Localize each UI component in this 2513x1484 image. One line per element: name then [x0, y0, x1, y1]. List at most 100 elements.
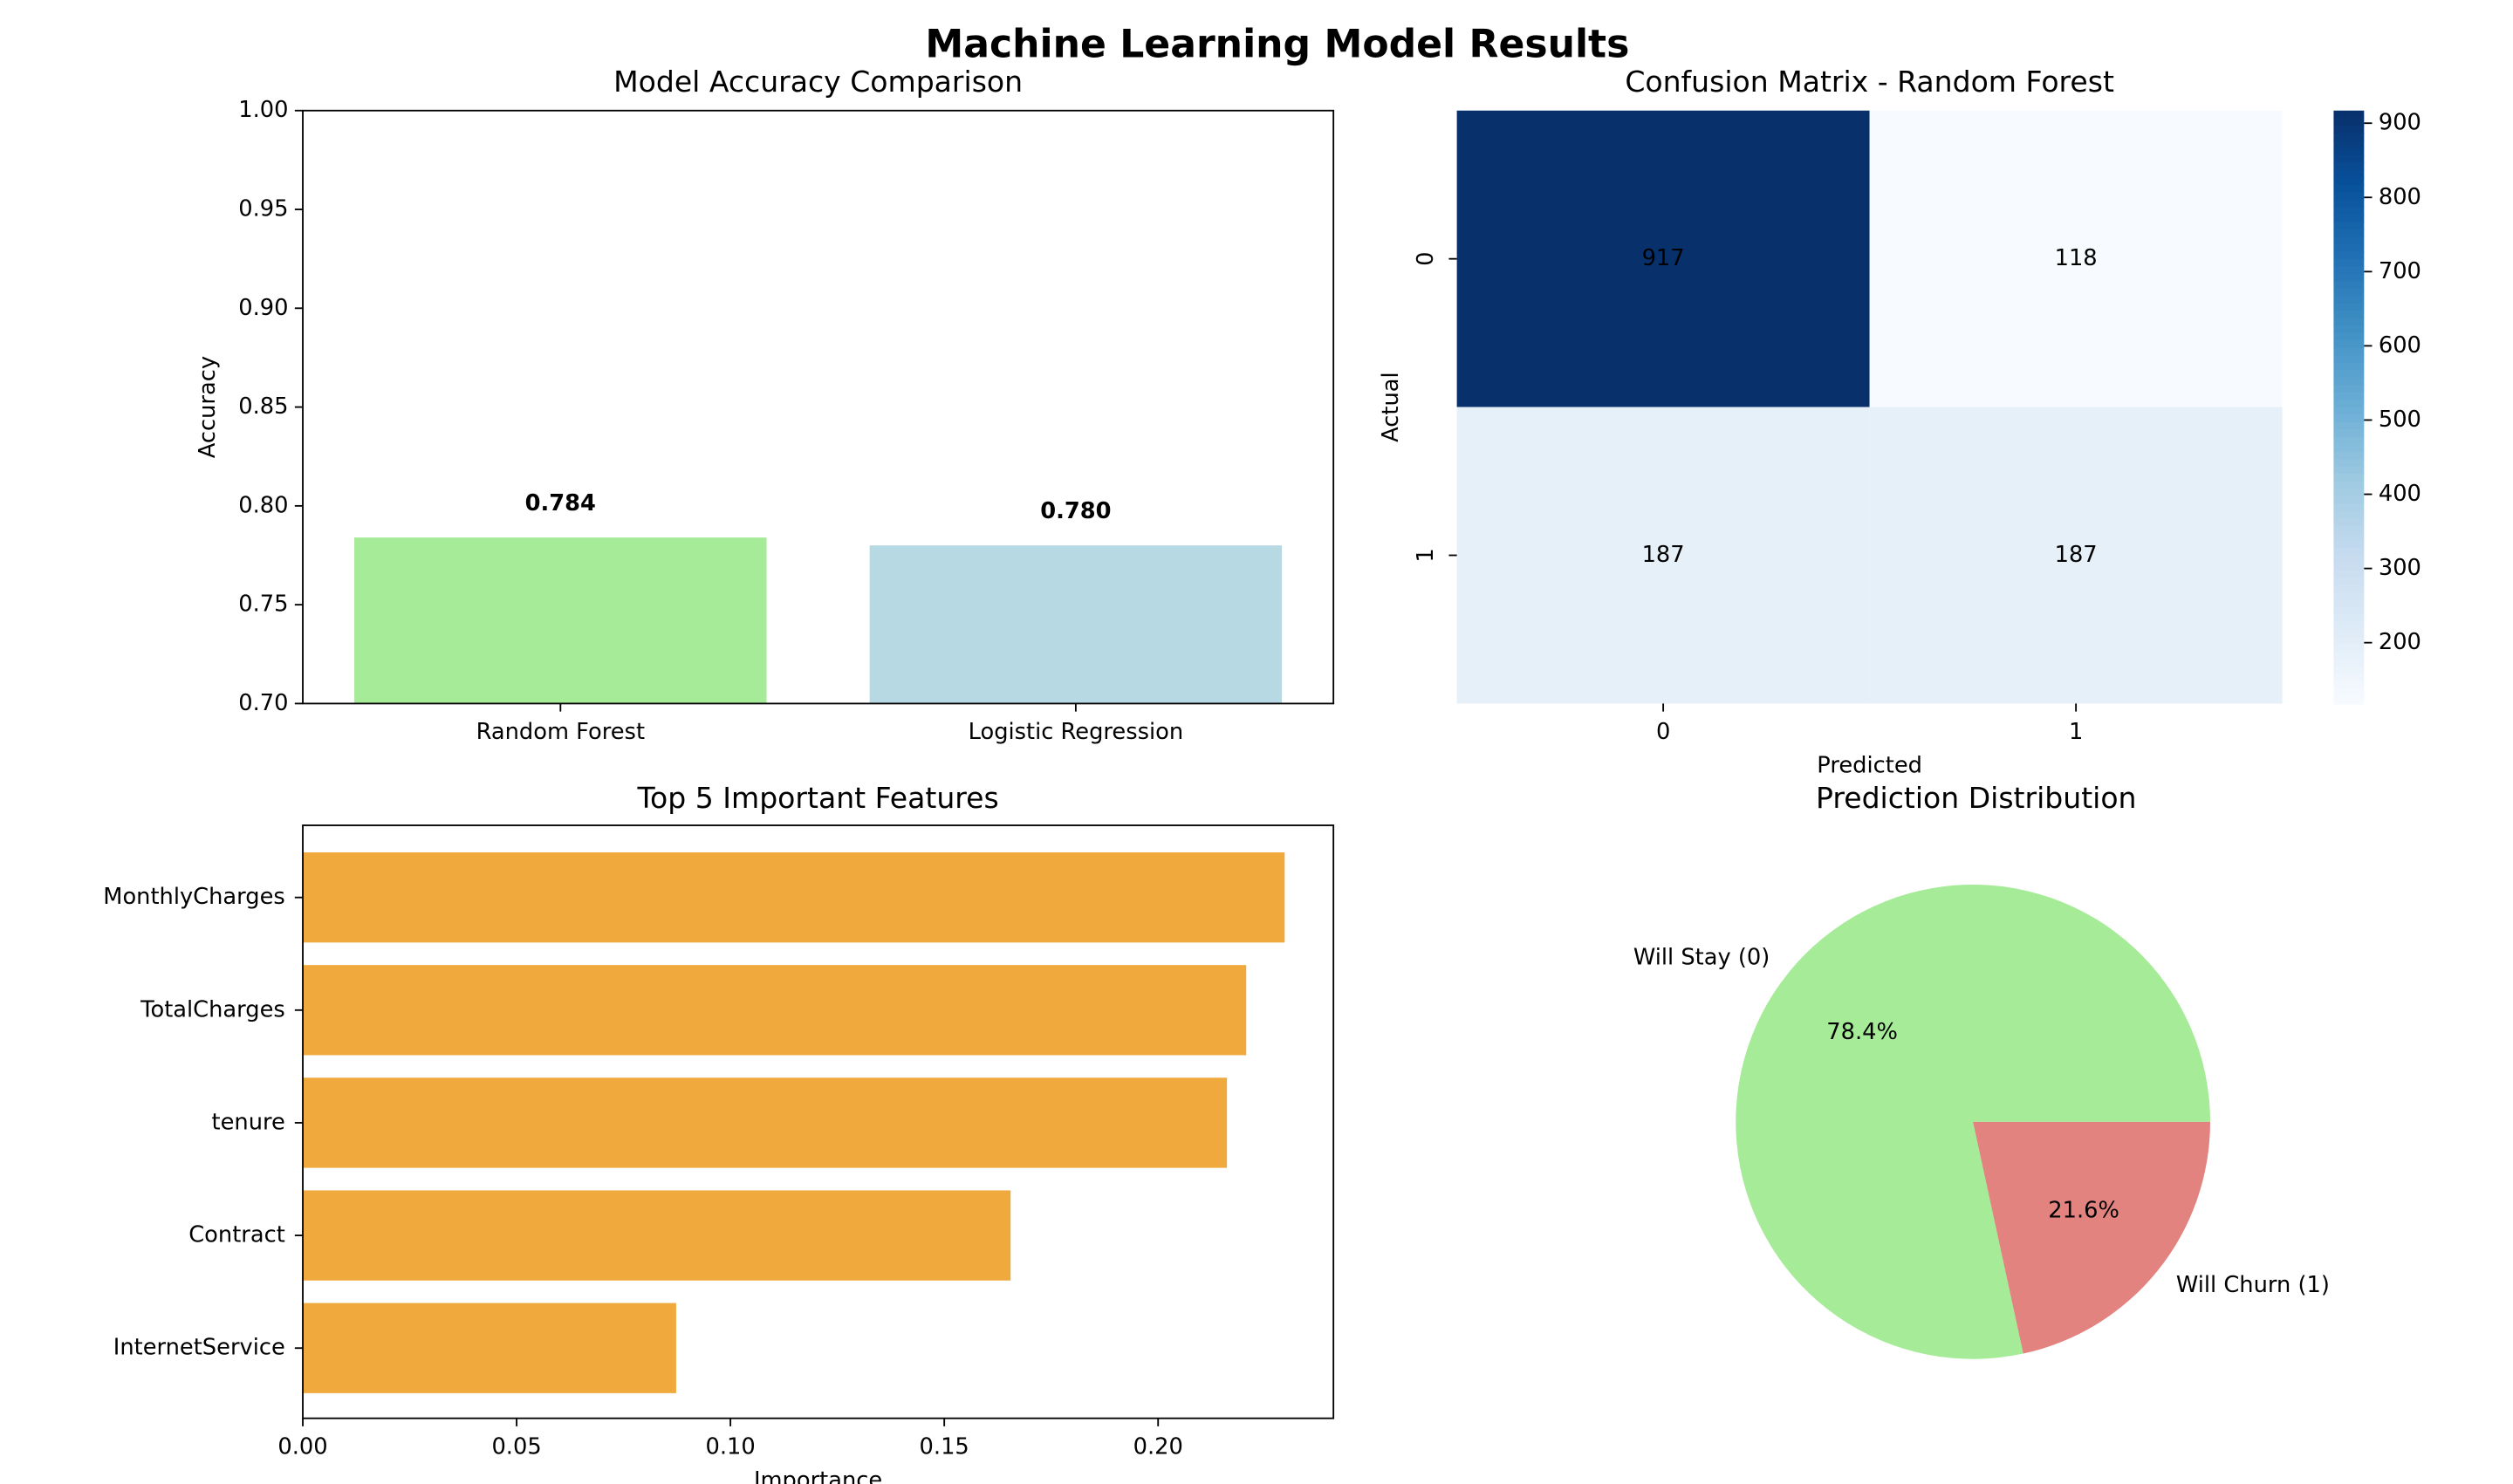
y-tick-label: 0.75	[238, 592, 288, 618]
colorbar-segment	[2333, 503, 2365, 512]
chart-title: Prediction Distribution	[1816, 781, 2136, 815]
colorbar-segment	[2333, 288, 2365, 297]
bar	[303, 1077, 1228, 1168]
colorbar-segment	[2333, 214, 2365, 223]
colorbar-segment	[2333, 258, 2365, 268]
y-tick-label: 0.80	[238, 492, 288, 518]
colorbar-tick-label: 200	[2379, 629, 2421, 655]
colorbar-segment	[2333, 481, 2365, 490]
colorbar-segment	[2333, 533, 2365, 542]
colorbar-segment	[2333, 392, 2365, 401]
colorbar-segment	[2333, 496, 2365, 505]
x-tick-label: 0.10	[706, 1433, 756, 1460]
chart-title: Top 5 Important Features	[636, 781, 998, 815]
colorbar-tick-label: 600	[2379, 332, 2421, 359]
colorbar-tick-label: 500	[2379, 407, 2421, 433]
colorbar-segment	[2333, 229, 2365, 238]
colorbar-segment	[2333, 199, 2365, 209]
y-tick-label: 0.85	[238, 393, 288, 420]
colorbar-segment	[2333, 169, 2365, 179]
bar	[303, 852, 1285, 943]
heatmap-cell	[1456, 407, 1870, 704]
slice-label: Will Churn (1)	[2176, 1272, 2330, 1298]
colorbar-tick-label: 700	[2379, 258, 2421, 284]
x-tick-label: 0.05	[491, 1433, 541, 1460]
colorbar-segment	[2333, 518, 2365, 527]
colorbar-segment	[2333, 370, 2365, 379]
colorbar-segment	[2333, 296, 2365, 304]
colorbar-tick-label: 800	[2379, 184, 2421, 210]
y-axis-label: Accuracy	[195, 356, 221, 458]
colorbar-segment	[2333, 636, 2365, 646]
y-tick-label: 1.00	[238, 97, 288, 123]
y-tick-label: 0.95	[238, 196, 288, 222]
colorbar-segment	[2333, 621, 2365, 631]
colorbar-segment	[2333, 118, 2365, 127]
colorbar-segment	[2333, 555, 2365, 564]
heatmap-cell	[1869, 110, 2283, 407]
value-label: 0.780	[1040, 498, 1111, 524]
colorbar-segment	[2333, 414, 2365, 423]
bar	[303, 965, 1247, 1056]
colorbar-segment	[2333, 177, 2365, 186]
colorbar-segment	[2333, 644, 2365, 653]
y-tick-label: TotalCharges	[140, 996, 285, 1022]
colorbar-tick-label: 300	[2379, 555, 2421, 581]
bar	[303, 1303, 676, 1393]
y-tick-label: 0.90	[238, 295, 288, 321]
colorbar-segment	[2333, 688, 2365, 698]
colorbar-segment	[2333, 651, 2365, 660]
colorbar-segment	[2333, 154, 2365, 164]
colorbar-tick-label: 900	[2379, 110, 2421, 136]
y-tick-label: Contract	[188, 1222, 285, 1248]
x-tick-label: 0	[1656, 719, 1670, 745]
value-label: 0.784	[525, 490, 596, 516]
colorbar-segment	[2333, 674, 2365, 683]
bar	[303, 1190, 1011, 1281]
x-tick-label: 0.00	[277, 1433, 327, 1460]
colorbar-segment	[2333, 436, 2365, 446]
colorbar-segment	[2333, 362, 2365, 372]
colorbar-segment	[2333, 385, 2365, 393]
colorbar-segment	[2333, 355, 2365, 364]
colorbar-segment	[2333, 133, 2365, 141]
colorbar-tick-label: 400	[2379, 481, 2421, 507]
colorbar-segment	[2333, 251, 2365, 260]
axes-frame	[302, 109, 1335, 705]
colorbar-segment	[2333, 192, 2365, 201]
colorbar-segment	[2333, 592, 2365, 601]
colorbar-segment	[2333, 318, 2365, 327]
x-axis-label: Predicted	[1817, 753, 1922, 779]
colorbar-segment	[2333, 606, 2365, 616]
colorbar-segment	[2333, 421, 2365, 431]
x-tick-label: 0.20	[1133, 1433, 1183, 1460]
y-tick-label: 0	[1413, 251, 1439, 265]
colorbar-segment	[2333, 599, 2365, 609]
colorbar-segment	[2333, 444, 2365, 453]
x-tick-label: Random Forest	[476, 719, 645, 745]
bar	[354, 537, 767, 704]
colorbar-segment	[2333, 207, 2365, 215]
y-axis-label: Actual	[1378, 372, 1404, 442]
chart-title: Model Accuracy Comparison	[613, 65, 1023, 99]
colorbar-segment	[2333, 140, 2365, 149]
colorbar-segment	[2333, 281, 2365, 290]
colorbar-segment	[2333, 451, 2365, 461]
colorbar-segment	[2333, 340, 2365, 349]
colorbar-segment	[2333, 562, 2365, 571]
colorbar-segment	[2333, 489, 2365, 497]
axes-frame	[302, 824, 1335, 1419]
colorbar-segment	[2333, 629, 2365, 639]
y-tick-label: MonthlyCharges	[103, 884, 285, 910]
x-axis-label: Importance	[754, 1467, 882, 1484]
colorbar-segment	[2333, 184, 2365, 194]
y-tick-label: tenure	[212, 1109, 285, 1135]
slice-label: Will Stay (0)	[1633, 945, 1770, 971]
bar	[869, 545, 1283, 704]
colorbar-segment	[2333, 666, 2365, 675]
colorbar-segment	[2333, 125, 2365, 134]
colorbar-segment	[2333, 585, 2365, 594]
colorbar-segment	[2333, 474, 2365, 482]
cell-label: 187	[1642, 542, 1685, 568]
